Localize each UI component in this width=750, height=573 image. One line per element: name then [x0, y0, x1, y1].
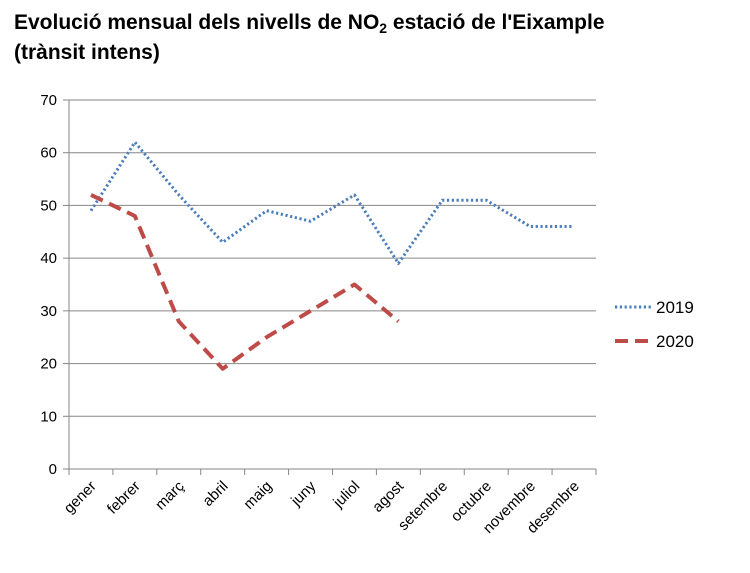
x-tick-labels: gener febrer març abril maig juny juliol agosts… — [61, 477, 583, 537]
y-tick-label-70: 70 — [40, 92, 57, 109]
y-tick-labels: 0 10 20 30 40 50 60 70 — [40, 92, 57, 478]
data-point-2019-desembre — [572, 225, 576, 229]
x-tick-label-maig: maig — [240, 478, 275, 513]
x-tick-label-març: març — [152, 477, 188, 513]
legend-label-2020: 2020 — [656, 332, 694, 351]
x-tick-label-juny: juny — [287, 477, 320, 510]
chart-title-part1: Evolució mensual dels nivells de NO — [14, 11, 380, 34]
y-tick-label-20: 20 — [40, 356, 57, 373]
y-tick-label-60: 60 — [40, 145, 57, 162]
x-tick-label-juliol: juliol — [329, 478, 363, 512]
x-tick-label-agost: agost — [369, 477, 408, 516]
y-tick-label-50: 50 — [40, 197, 57, 214]
x-tick-label-gener: gener — [61, 478, 100, 517]
chart-title-line2: (trànsit intens) — [14, 41, 160, 64]
y-tick-label-0: 0 — [49, 461, 57, 478]
series-lines — [89, 140, 576, 371]
y-tick-label-40: 40 — [40, 250, 57, 267]
series-line-2019 — [89, 140, 574, 265]
axes — [63, 99, 597, 475]
y-tick-label-30: 30 — [40, 303, 57, 320]
legend: 2019 2020 — [615, 298, 694, 351]
series-line-2020 — [90, 193, 400, 371]
chart-title: Evolució mensual dels nivells de NO2 est… — [14, 8, 734, 68]
y-tick-label-10: 10 — [40, 408, 57, 425]
x-tick-label-febrer: febrer — [104, 478, 144, 518]
chart-title-part2: estació de l'Eixample — [387, 11, 605, 34]
legend-label-2019: 2019 — [656, 298, 694, 317]
chart-title-subscript: 2 — [379, 20, 388, 36]
x-tick-label-abril: abril — [199, 478, 231, 510]
gridlines — [69, 99, 596, 417]
